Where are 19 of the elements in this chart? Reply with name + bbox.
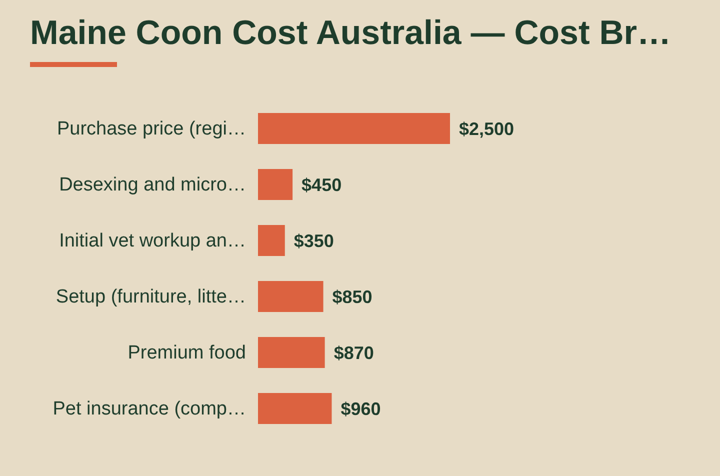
chart-title: Maine Coon Cost Australia — Cost Br… [30, 14, 672, 53]
data-label: $960 [340, 398, 381, 419]
y-tick-label: Setup (furniture, litte… [56, 286, 246, 308]
data-label: $870 [334, 342, 374, 363]
y-tick-label: Initial vet workup an… [59, 230, 246, 252]
bar [258, 225, 285, 256]
y-tick-label: Premium food [128, 342, 246, 364]
data-label: $2,500 [459, 118, 514, 139]
bar [258, 281, 324, 312]
data-label: $350 [294, 230, 334, 251]
y-tick-label: Pet insurance (comp… [52, 398, 246, 420]
data-label: $850 [332, 286, 372, 307]
y-tick-label: Purchase price (regi… [56, 118, 246, 140]
bar [258, 337, 325, 368]
bar [258, 169, 293, 200]
bar [258, 393, 332, 424]
bar [258, 113, 450, 144]
data-label: $450 [302, 174, 342, 195]
y-tick-label: Desexing and micro… [59, 174, 246, 196]
